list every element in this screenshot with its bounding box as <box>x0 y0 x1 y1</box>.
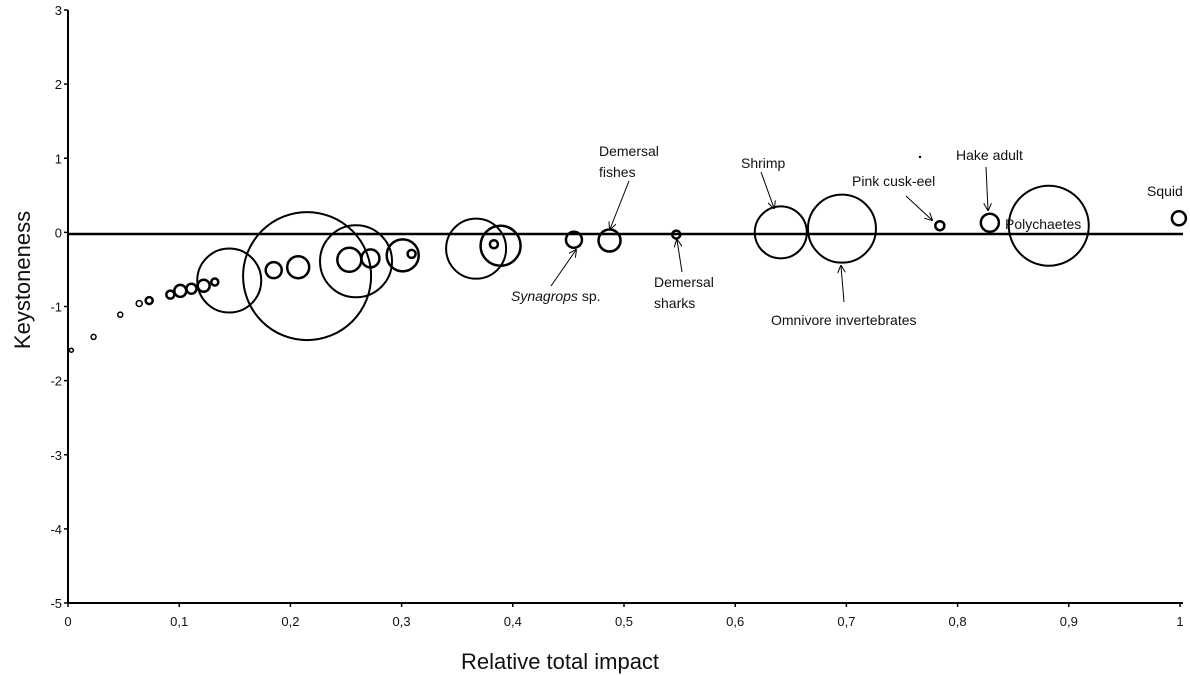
arrow-omnivore-invertebrates <box>841 266 844 303</box>
bubble-point <box>242 211 373 342</box>
arrow-demersal-sharks <box>677 240 683 273</box>
annotation-demersal-fishes-line1: Demersal <box>599 143 659 159</box>
bubble-point <box>479 224 522 267</box>
bubble-point <box>934 219 946 232</box>
annotation-omnivore-invertebrates: Omnivore invertebrates <box>771 312 917 328</box>
x-tick-label: 0 <box>64 614 71 629</box>
bubble-point <box>68 347 75 353</box>
y-ticks: 3 2 1 0 -1 -2 -3 -4 -5 <box>50 3 68 611</box>
bubble-point <box>210 277 220 287</box>
annotation-synagrops-genus: Synagrops <box>511 288 578 304</box>
arrow-demersal-fishes <box>610 180 630 229</box>
bubble-point <box>336 246 363 274</box>
annotation-polychaetes: Polychaetes <box>1005 216 1081 232</box>
bubble-point <box>406 248 417 260</box>
bubble-point <box>753 205 808 260</box>
x-tick-label: 0,2 <box>281 614 299 629</box>
arrow-shrimp <box>760 171 774 208</box>
annotation-squid: Squid <box>1147 183 1183 199</box>
bubble-point <box>979 212 1001 233</box>
annotation-synagrops-sp: sp. <box>578 288 601 304</box>
y-tick-label: 0 <box>55 225 62 240</box>
y-tick-label: -2 <box>50 374 62 389</box>
annotation-demersal-fishes: Demersal fishes <box>599 143 663 180</box>
x-tick-label: 0,6 <box>726 614 744 629</box>
arrow-pink-cusk-eel <box>905 195 932 220</box>
bubble-point <box>185 282 198 295</box>
x-axis-title: Relative total impact <box>461 649 659 674</box>
x-tick-label: 1 <box>1176 614 1183 629</box>
annotation-demersal-sharks-line1: Demersal <box>654 274 714 290</box>
y-tick-label: 3 <box>55 3 62 18</box>
bubble-point <box>806 193 877 264</box>
bubble-point <box>173 283 188 299</box>
x-tick-label: 0,3 <box>393 614 411 629</box>
bubbles <box>68 184 1188 353</box>
x-tick-label: 0,9 <box>1060 614 1078 629</box>
y-tick-label: -4 <box>50 522 62 537</box>
x-tick-label: 0,5 <box>615 614 633 629</box>
bubble-point <box>488 238 500 250</box>
annotation-synagrops: Synagrops sp. <box>511 288 601 304</box>
x-ticks: 0 0,1 0,2 0,3 0,4 0,5 0,6 0,7 0,8 0,9 1 <box>64 603 1184 629</box>
bubble-point <box>165 289 176 300</box>
annotations: Demersal fishes Shrimp Pink cusk-eel Hak… <box>511 143 1183 328</box>
annotation-demersal-fishes-line2: fishes <box>599 164 636 180</box>
y-tick-label: -5 <box>50 596 62 611</box>
y-tick-label: -3 <box>50 448 62 463</box>
x-tick-label: 0,8 <box>949 614 967 629</box>
x-axis: 0 0,1 0,2 0,3 0,4 0,5 0,6 0,7 0,8 0,9 1 <box>64 602 1184 629</box>
y-tick-label: -1 <box>50 300 62 315</box>
stray-dot <box>918 155 922 159</box>
arrow-synagrops <box>550 250 576 287</box>
bubble-point <box>90 333 97 341</box>
annotation-pink-cusk-eel: Pink cusk-eel <box>852 173 935 189</box>
bubble-point <box>135 299 143 308</box>
bubble-point <box>285 254 311 280</box>
bubble-point <box>319 224 394 299</box>
bubble-point <box>1007 184 1090 267</box>
annotation-shrimp: Shrimp <box>741 155 786 171</box>
annotation-demersal-sharks: Demersal sharks <box>654 274 718 311</box>
bubble-point <box>564 230 584 250</box>
bubble-point <box>445 217 508 280</box>
bubble-point <box>196 247 263 314</box>
annotation-demersal-sharks-line2: sharks <box>654 295 695 311</box>
arrow-hake-adult <box>986 166 988 210</box>
bubble-point <box>144 295 154 306</box>
annotation-hake-adult: Hake adult <box>956 147 1023 163</box>
y-tick-label: 1 <box>55 151 62 166</box>
bubble-point <box>1170 210 1188 227</box>
x-tick-label: 0,1 <box>170 614 188 629</box>
bubble-point <box>385 238 420 273</box>
y-axis: 3 2 1 0 -1 -2 -3 -4 -5 <box>50 3 69 611</box>
y-axis-title: Keystoneness <box>10 211 35 349</box>
bubble-point <box>117 311 124 318</box>
x-tick-label: 0,4 <box>504 614 522 629</box>
bubble-point <box>264 260 283 280</box>
y-tick-label: 2 <box>55 77 62 92</box>
bubble-point <box>360 248 381 269</box>
x-tick-label: 0,7 <box>837 614 855 629</box>
